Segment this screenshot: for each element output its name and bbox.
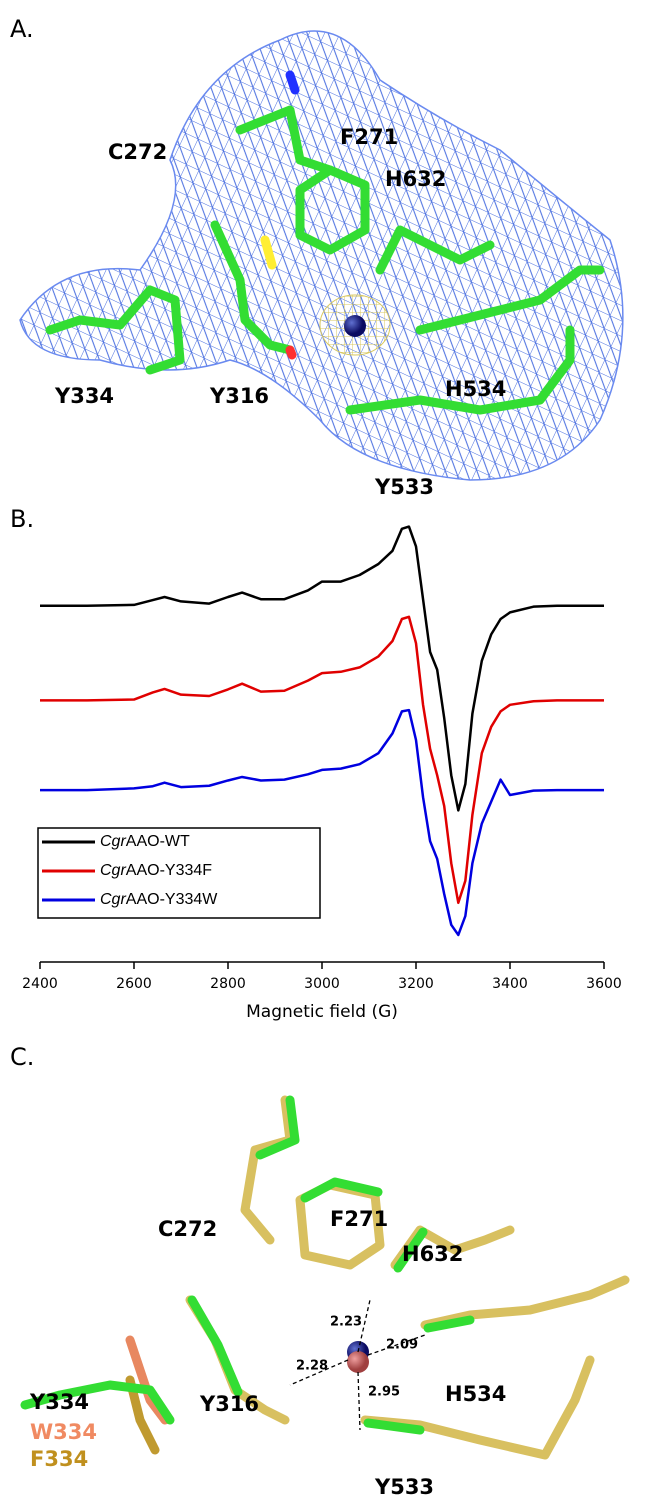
- panel-a-structure: [19, 30, 624, 481]
- panel-label: A.: [10, 15, 34, 43]
- panel-c-structure: [20, 1095, 630, 1460]
- residue-label: H534: [445, 377, 506, 401]
- x-tick-label: 2800: [210, 976, 246, 992]
- residue-label: F271: [330, 1207, 388, 1231]
- residue-label: H632: [402, 1242, 463, 1266]
- x-tick-label: 3000: [304, 976, 340, 992]
- spectrum-line: [40, 525, 604, 812]
- residue-label: Y533: [374, 1475, 434, 1499]
- residue-label: C272: [108, 140, 167, 164]
- residue-label: Y316: [199, 1392, 259, 1416]
- x-axis-title: Magnetic field (G): [246, 1002, 398, 1022]
- distance-label: 2.23: [330, 1315, 362, 1330]
- residue-label: H534: [445, 1382, 506, 1406]
- residue-label: H632: [385, 167, 446, 191]
- x-tick-label: 3400: [492, 976, 528, 992]
- x-tick-label: 3600: [586, 976, 622, 992]
- residue-label: Y334: [54, 384, 114, 408]
- panel-label: C.: [10, 1043, 34, 1071]
- x-tick-label: 2600: [116, 976, 152, 992]
- residue-label: F271: [340, 125, 398, 149]
- panel-label: B.: [10, 505, 34, 533]
- legend-label: CgrAAO-WT: [100, 833, 190, 850]
- legend-label: CgrAAO-Y334W: [100, 891, 218, 908]
- residue-label: F334: [30, 1447, 88, 1471]
- distance-label: 2.95: [368, 1385, 400, 1400]
- distance-label: 2.09: [386, 1338, 418, 1353]
- x-tick-label: 3200: [398, 976, 434, 992]
- distance-label: 2.28: [296, 1359, 328, 1374]
- residue-label: W334: [30, 1420, 97, 1444]
- x-tick-label: 2400: [22, 976, 58, 992]
- spectrum-line: [40, 615, 604, 905]
- residue-label: Y533: [374, 475, 434, 499]
- residue-label: Y316: [209, 384, 269, 408]
- spectrum-line: [40, 708, 604, 937]
- residue-label: C272: [158, 1217, 217, 1241]
- legend-box: [37, 827, 321, 919]
- residue-label: Y334: [29, 1390, 89, 1414]
- legend-label: CgrAAO-Y334F: [100, 862, 212, 879]
